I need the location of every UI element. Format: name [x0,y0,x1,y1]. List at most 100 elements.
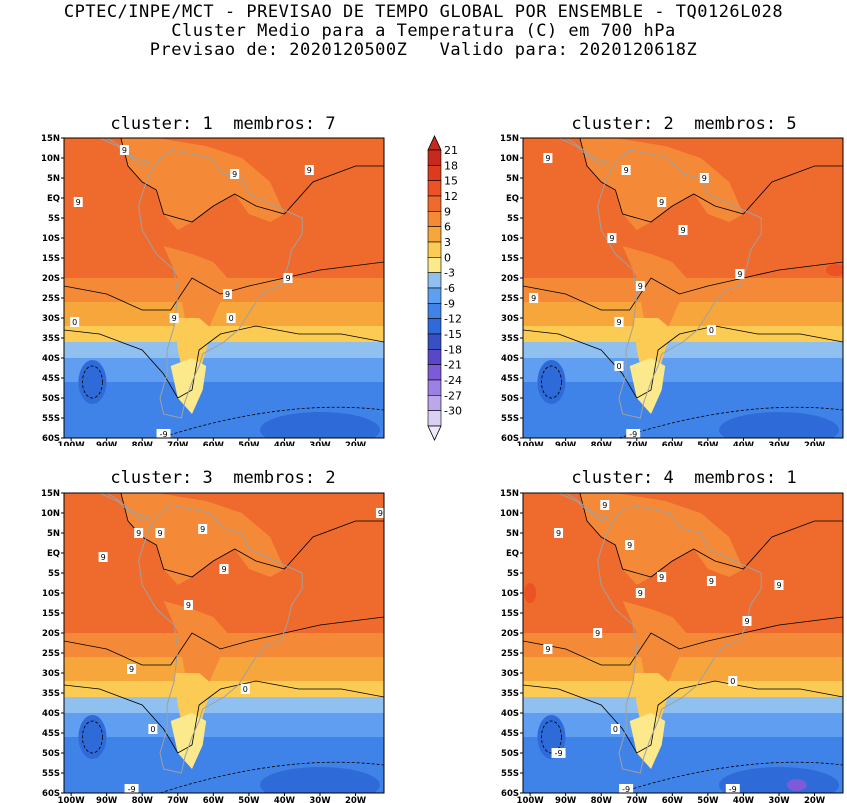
colorbar-label: 6 [444,221,451,234]
contour-label-bg [219,564,229,574]
colorbar-swatch [427,211,442,227]
field-band-6 [64,302,384,326]
lat-tick-label: 5S [507,569,519,579]
contour-label: -9 [160,430,168,439]
field-band-warm [64,206,384,278]
lat-tick-label: 25S [501,294,519,304]
contour-label-bg [98,552,108,562]
colorbar-swatch [427,165,442,181]
lat-tick-label: 55S [501,769,519,779]
field-band-3 [523,681,843,697]
lat-tick-label: 35S [42,334,60,344]
contour-m9-west [541,365,562,399]
lat-tick-label: 20S [42,629,60,639]
field-band-6 [523,302,843,326]
contour-label-bg [725,784,740,793]
lat-tick-label: 35S [501,689,519,699]
lat-tick-label: 35S [501,334,519,344]
contour-label-bg [621,165,631,175]
contour-label-bg [593,628,603,638]
lat-tick-label: 5N [506,174,519,184]
contour-label-bg [635,281,645,291]
colorbar-label: -24 [444,374,462,387]
contour-m9-west [82,365,103,399]
panel-3-map[interactable]: 9 9 9 9 9 9 9 9 0 0 -9 15N 10N 5N EQ 5S 10S 15S 20S 25S 30S 3… [38,489,388,803]
lon-tick-label: 70W [626,796,648,803]
lon-tick-label: 40W [274,796,296,803]
colorbar-swatch [427,287,442,304]
lon-tick-label: 60W [662,441,684,446]
contour-label: 9 [307,166,312,175]
panel-4-map[interactable]: 9 9 9 9 9 9 9 9 9 9 0 0 -9 -9 -9 15N 10N 5N EQ 5S 10S 15S 20S 2… [497,489,847,803]
contour-label: 9 [101,553,106,562]
lon-tick-label: 30W [768,796,790,803]
lat-tick-label: 5N [47,529,60,539]
lon-tick-label: 30W [309,441,331,446]
contour-label-bg [774,580,784,590]
contour-label-bg [678,225,688,235]
colorbar-label: 21 [444,144,458,157]
cold-region-south [719,412,839,438]
colorbar-swatch [427,226,442,243]
lat-tick-label: 45S [501,729,519,739]
contour-label-bg [124,784,139,793]
lon-tick-label: 70W [626,441,648,446]
contour-label: 9 [531,294,536,303]
lat-tick-label: 55S [42,769,60,779]
field-9-region-south [163,246,235,342]
colorbar-label: 18 [444,159,458,172]
field-9-region-south [163,601,235,697]
panel-1-map[interactable]: 9 9 9 9 9 9 9 0 0 -9 15N 10N 5N EQ 5S 10S 15S 20S 25S 30S 35… [38,134,388,446]
colorbar-swatch [427,333,442,350]
contour-label: 9 [232,170,237,179]
contour-label: -9 [729,785,737,794]
lon-tick-label: 80W [132,441,154,446]
panel-1-title: cluster: 1 membros: 7 [110,114,336,134]
lon-tick-label: 50W [697,441,719,446]
contour-0 [64,325,384,399]
temperature-colorbar: 21 18 15 12 9 6 3 0 -3 -6 -9 -12 -15 -18 -21 -24 -27 -30 [427,135,462,441]
lon-tick-label: 40W [274,441,296,446]
field-0-tongue [629,358,666,414]
contour-label-bg [223,289,233,299]
contour-label-bg [304,165,314,175]
contour-0 [523,325,843,399]
colorbar-swatch [427,180,442,197]
lat-tick-label: 20S [501,274,519,284]
contour-label: 9 [659,573,664,582]
field-band-0 [64,697,384,713]
field-band-0 [523,697,843,713]
field-band-6 [64,657,384,681]
lat-tick-label: 30S [42,669,60,679]
coastline-central-america [558,493,610,522]
contour-label: 9 [609,234,614,243]
cold-core-south [786,779,807,791]
field-band-warm [523,206,843,278]
lat-tick-label: 40S [501,354,519,364]
field-0-tongue [170,358,207,414]
lat-tick-label: 10S [42,589,60,599]
field-band-m3 [523,358,843,382]
contour-label-bg [70,317,80,327]
header-line-1: CPTEC/INPE/MCT - PREVISAO DE TEMPO GLOBA… [63,2,784,22]
panel-2-map[interactable]: 9 9 9 9 9 9 9 9 9 9 0 0 -9 15N 10N 5N EQ 5S 10S 15S 20S 25S 30… [497,134,847,446]
lat-tick-label: 55S [501,414,519,424]
contour-m9-west [541,720,562,754]
lat-tick-label: 15S [501,254,519,264]
contour-label-bg [226,313,236,323]
lon-tick-label: 90W [96,796,118,803]
lat-tick-label: EQ [47,549,60,559]
contour-label-bg [626,429,641,438]
lat-tick-label: 10S [501,234,519,244]
lon-tick-label: 40W [733,796,755,803]
lon-tick-label: 50W [697,796,719,803]
contour-m9-south [159,761,384,793]
lat-tick-label: 25S [42,649,60,659]
colorbar-label: -27 [444,389,462,402]
contour-label-bg [183,600,193,610]
contour-label: 9 [556,529,561,538]
colorbar-label: 3 [444,236,451,249]
lat-tick-label: 15N [41,489,60,499]
contour-9-south [523,261,843,311]
contour-label: 0 [229,314,234,323]
